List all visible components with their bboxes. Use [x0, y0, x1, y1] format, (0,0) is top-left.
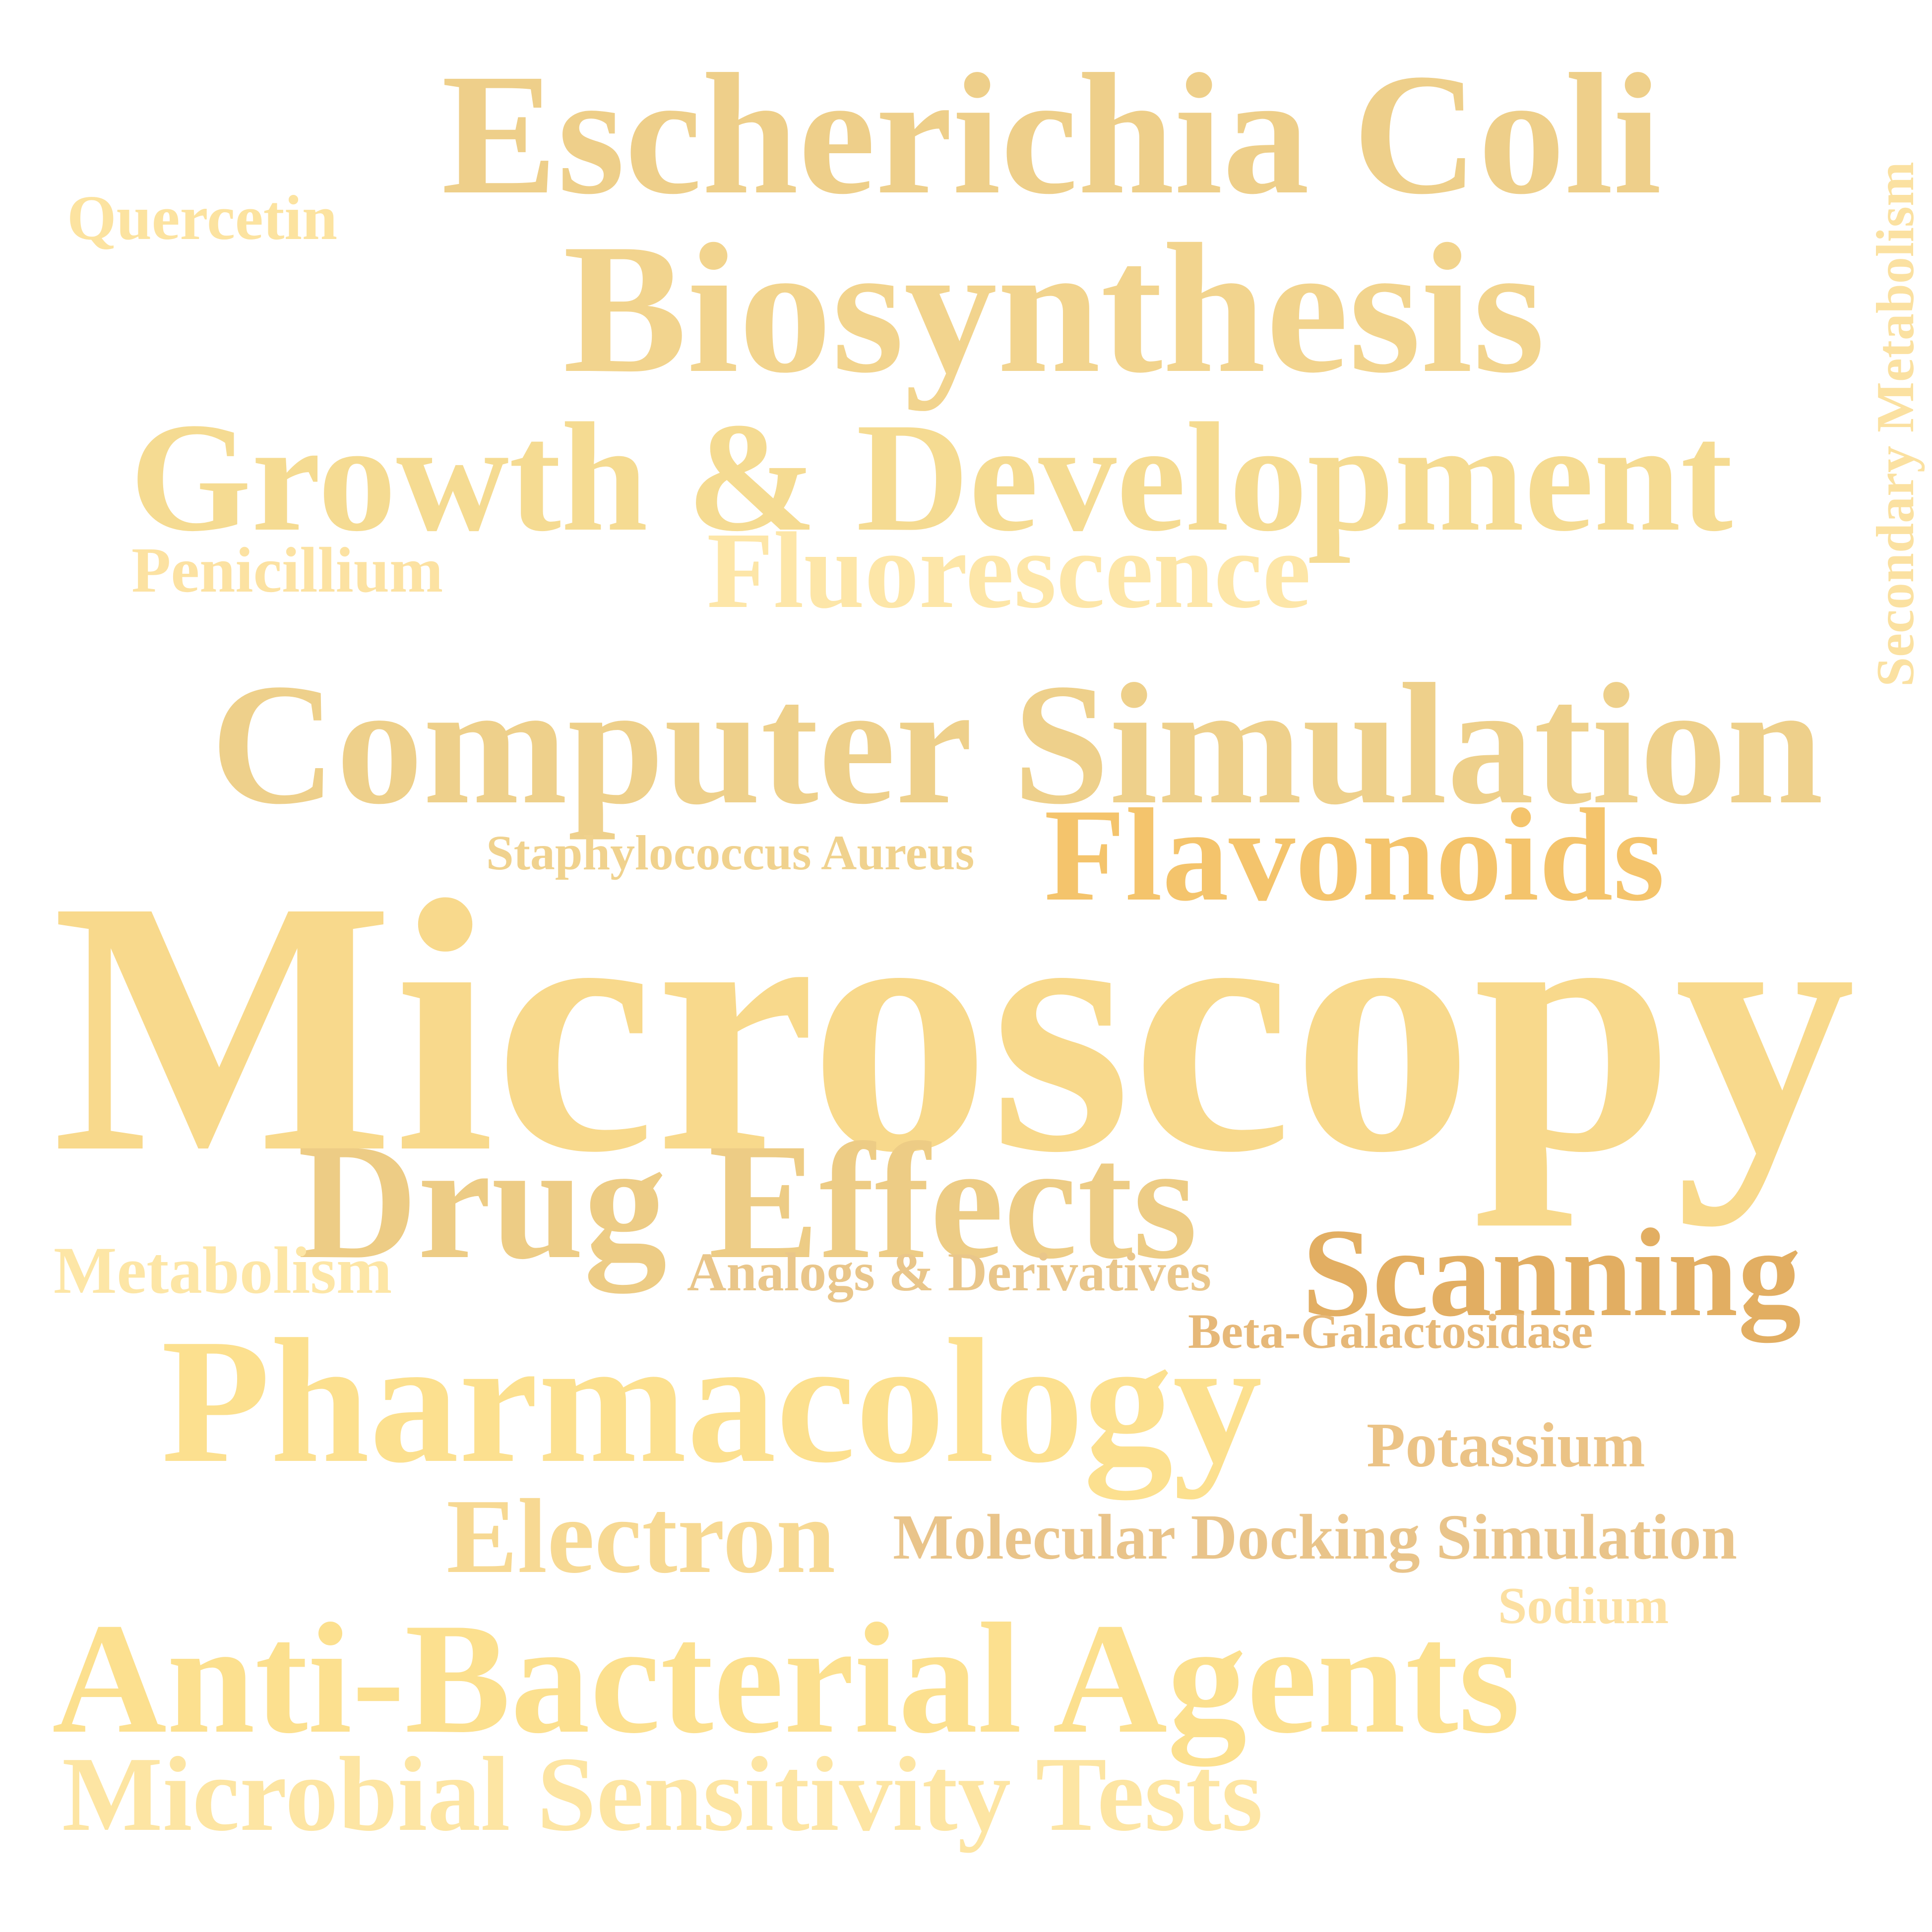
word-electron: Electron — [446, 1477, 836, 1595]
word-molecular-docking-simulation: Molecular Docking Simulation — [893, 1502, 1738, 1573]
word-microbial-sensitivity-tests: Microbial Sensitivity Tests — [62, 1735, 1263, 1853]
word-fluorescence: Fluorescence — [707, 510, 1311, 631]
word-scanning: Scanning — [1302, 1203, 1802, 1343]
word-flavonoids: Flavonoids — [1044, 781, 1665, 928]
word-growth-and-development: Growth & Development — [130, 391, 1733, 564]
word-anti-bacterial-agents: Anti-Bacterial Agents — [52, 1591, 1520, 1766]
word-pharmacology: Pharmacology — [161, 1302, 1262, 1500]
word-computer-simulation: Computer Simulation — [211, 648, 1823, 840]
word-sodium: Sodium — [1498, 1576, 1669, 1634]
word-analogs-and-derivatives: Analogs & Derivatives — [687, 1242, 1212, 1302]
word-drug-effects: Drug Effects — [298, 1109, 1198, 1293]
word-microscopy: Microscopy — [52, 826, 1856, 1227]
word-metabolism: Metabolism — [54, 1234, 392, 1308]
word-biosynthesis: Biosynthesis — [563, 206, 1545, 412]
word-quercetin: Quercetin — [67, 182, 338, 253]
word-potassium: Potassium — [1367, 1410, 1645, 1480]
word-staphylococcus-aureus: Staphylococcus Aureus — [486, 825, 975, 880]
word-secondary-metabolism: Secondary Metabolism — [1866, 162, 1925, 687]
word-beta-galactosidase: Beta-Galactosidase — [1188, 1304, 1593, 1359]
word-escherichia-coli: Escherichia Coli — [441, 38, 1662, 230]
word-penicillium: Penicillium — [131, 535, 443, 606]
